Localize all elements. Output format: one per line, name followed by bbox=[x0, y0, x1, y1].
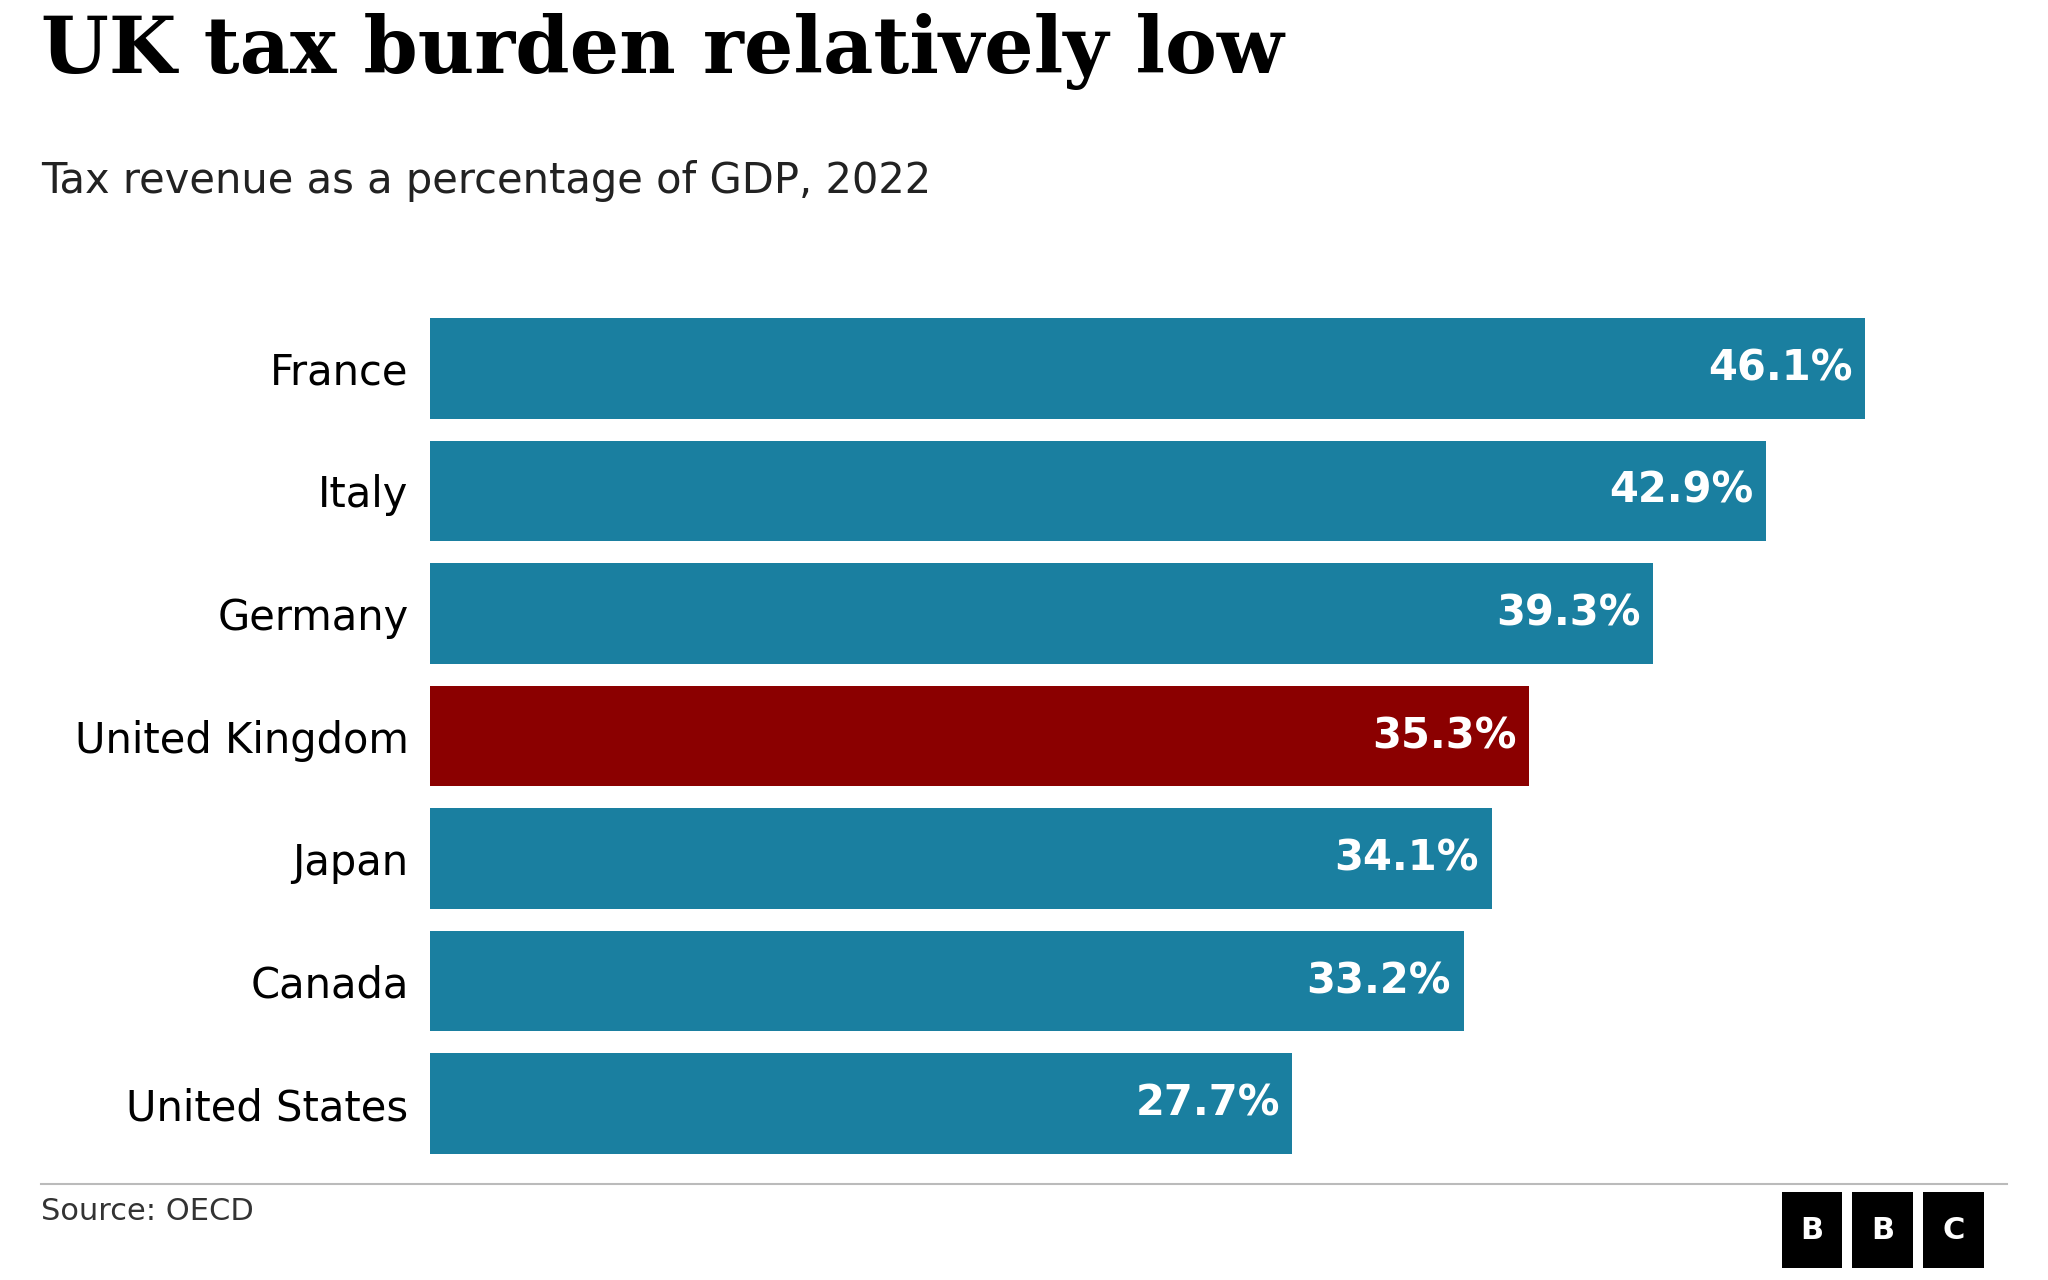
Text: 33.2%: 33.2% bbox=[1307, 960, 1452, 1002]
Bar bbox=[430, 440, 1765, 541]
FancyBboxPatch shape bbox=[1782, 1192, 1843, 1268]
Bar bbox=[430, 808, 1491, 909]
Text: B: B bbox=[1872, 1216, 1894, 1244]
FancyBboxPatch shape bbox=[1923, 1192, 1985, 1268]
Text: C: C bbox=[1942, 1216, 1964, 1244]
FancyBboxPatch shape bbox=[1851, 1192, 1913, 1268]
Text: UK tax burden relatively low: UK tax burden relatively low bbox=[41, 13, 1284, 90]
Text: 35.3%: 35.3% bbox=[1372, 716, 1516, 756]
Bar bbox=[430, 686, 1530, 786]
Text: 42.9%: 42.9% bbox=[1610, 470, 1753, 512]
Bar bbox=[430, 931, 1464, 1032]
Text: 34.1%: 34.1% bbox=[1335, 837, 1479, 879]
Bar bbox=[430, 563, 1653, 664]
Text: Source: OECD: Source: OECD bbox=[41, 1197, 254, 1226]
Text: Tax revenue as a percentage of GDP, 2022: Tax revenue as a percentage of GDP, 2022 bbox=[41, 160, 932, 202]
Bar bbox=[430, 1053, 1292, 1153]
Text: 39.3%: 39.3% bbox=[1497, 593, 1640, 635]
Text: 27.7%: 27.7% bbox=[1135, 1083, 1280, 1125]
Bar bbox=[430, 319, 1866, 419]
Text: B: B bbox=[1800, 1216, 1823, 1244]
Text: 46.1%: 46.1% bbox=[1708, 347, 1853, 389]
